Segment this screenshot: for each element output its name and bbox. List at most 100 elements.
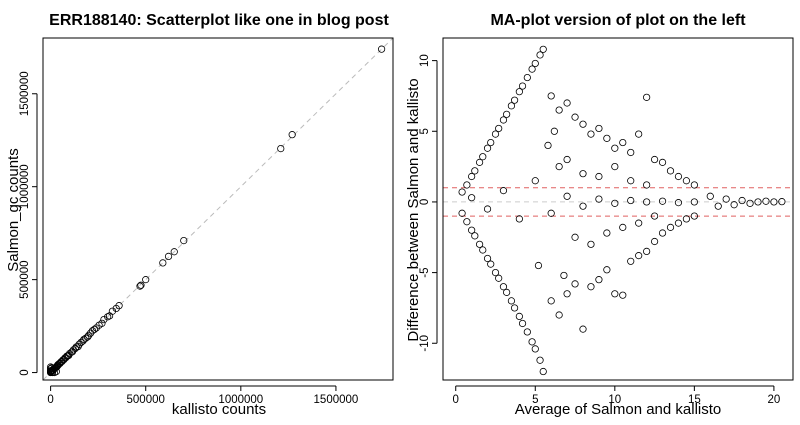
right-data-point — [666, 223, 675, 231]
right-data-point — [635, 252, 643, 260]
right-data-point — [515, 312, 523, 321]
right-data-point — [730, 201, 738, 209]
right-data-point — [468, 172, 476, 181]
left-data-point — [277, 144, 285, 153]
right-data-point — [770, 198, 778, 206]
right-data-point — [510, 304, 519, 312]
right-data-point — [468, 194, 476, 202]
right-ma-plot-panel: MA-plot version of plot on the left Aver… — [405, 12, 794, 418]
right-data-point — [507, 297, 516, 305]
right-data-point — [528, 338, 536, 346]
right-data-point — [579, 170, 587, 178]
left-data-point — [47, 364, 56, 372]
left-data-point — [164, 252, 173, 260]
left-chart-title: ERR188140: Scatterplot like one in blog … — [49, 12, 389, 29]
right-chart-title: MA-plot version of plot on the left — [490, 12, 746, 29]
right-data-point — [555, 106, 563, 114]
right-data-point — [611, 290, 619, 298]
right-y-tick-label: 10 — [419, 54, 431, 67]
right-data-point — [563, 99, 571, 107]
right-data-point — [579, 202, 587, 210]
left-data-point — [377, 45, 386, 53]
right-data-point — [643, 198, 651, 206]
left-y-tick-label: 0 — [19, 369, 31, 375]
right-plot-frame — [442, 37, 794, 381]
right-data-point — [571, 280, 579, 288]
right-data-point — [627, 177, 635, 185]
left-y-tick-label: 1500000 — [19, 71, 31, 116]
right-data-point — [635, 219, 643, 227]
right-data-point — [611, 163, 619, 171]
right-data-point — [507, 102, 516, 110]
left-plot-frame — [42, 37, 394, 381]
right-data-point — [499, 283, 508, 291]
right-data-point — [518, 82, 527, 90]
left-data-point — [69, 346, 78, 354]
right-data-point — [587, 283, 595, 291]
right-data-point — [499, 116, 508, 124]
right-data-point — [603, 134, 611, 142]
right-data-point — [510, 96, 519, 104]
right-data-point — [515, 88, 523, 96]
left-x-tick-label: 0 — [47, 394, 53, 406]
right-data-point — [536, 356, 544, 364]
right-data-point — [658, 158, 667, 166]
right-data-point — [471, 167, 479, 175]
right-data-point — [603, 266, 611, 274]
right-data-point — [475, 158, 484, 166]
right-data-point — [650, 237, 659, 246]
right-data-point — [495, 124, 503, 133]
left-x-tick-label: 500000 — [127, 394, 165, 406]
left-data-point — [136, 282, 144, 290]
right-data-point — [531, 59, 539, 68]
right-data-point — [544, 141, 552, 150]
right-data-point — [611, 144, 619, 152]
right-data-point — [547, 92, 555, 100]
right-x-tick-label: 15 — [688, 394, 701, 406]
left-data-point — [47, 365, 55, 373]
right-data-point — [555, 311, 563, 319]
right-data-point — [463, 218, 471, 226]
right-x-tick-label: 5 — [532, 394, 538, 406]
right-data-point — [643, 181, 651, 189]
left-x-tick-label: 1000000 — [218, 394, 263, 406]
right-data-point — [674, 219, 683, 227]
right-data-point — [463, 181, 471, 189]
right-data-point — [491, 130, 500, 138]
right-y-tick-label: -5 — [419, 267, 431, 277]
right-data-point — [495, 274, 503, 282]
left-scatterplot-panel: ERR188140: Scatterplot like one in blog … — [5, 12, 394, 418]
left-data-point — [159, 259, 167, 267]
right-data-point — [487, 260, 495, 268]
right-data-point — [534, 261, 543, 270]
left-data-point — [288, 131, 296, 139]
left-data-point — [47, 368, 55, 376]
right-data-point — [571, 233, 579, 241]
right-data-point — [611, 199, 619, 207]
right-data-point — [754, 198, 762, 206]
left-data-point — [105, 312, 114, 320]
right-data-point — [619, 138, 627, 147]
right-data-point — [658, 197, 667, 205]
right-data-point — [690, 212, 698, 220]
left-plot-area: 0 500000 1000000 1500000 0 500000 1000000 15000… — [19, 37, 394, 406]
right-data-point — [483, 254, 492, 263]
left-data-point — [137, 281, 145, 289]
left-data-point — [88, 327, 97, 335]
right-data-point — [547, 297, 555, 305]
right-data-point — [483, 205, 492, 213]
right-data-point — [563, 192, 571, 200]
right-data-point — [762, 197, 770, 205]
right-data-point — [595, 276, 603, 284]
right-data-point — [539, 367, 547, 376]
right-data-point — [587, 240, 595, 248]
right-data-point — [643, 93, 651, 101]
right-data-point — [483, 144, 492, 152]
right-data-point — [487, 138, 495, 147]
right-data-point — [523, 328, 531, 336]
right-y-tick-label: 5 — [419, 128, 431, 134]
right-data-point — [536, 51, 544, 59]
right-x-axis-label: Average of Salmon and kallisto — [515, 401, 722, 418]
right-data-point — [658, 229, 667, 237]
right-y-tick-label: 0 — [419, 199, 431, 205]
